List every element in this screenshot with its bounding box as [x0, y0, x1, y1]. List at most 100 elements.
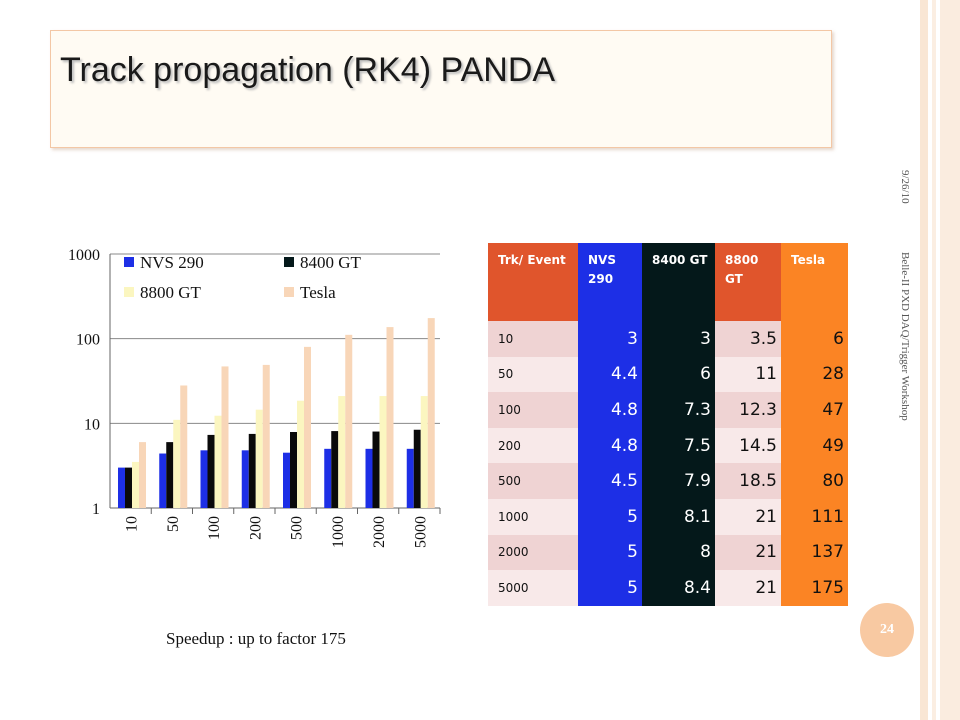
x-tick-label: 100: [206, 516, 223, 540]
table-cell: 21: [715, 498, 781, 535]
legend-label: NVS 290: [140, 253, 204, 272]
bar-8400-gt: [166, 442, 174, 508]
bar-8800-gt: [255, 409, 263, 508]
page-number: 24: [860, 603, 914, 657]
bar-8400-gt: [248, 433, 256, 508]
speedup-chart: 1 10 100 1000 10 50 100 200 500 1000 2000 5000 NVS 2…: [68, 247, 441, 548]
bar-tesla: [221, 366, 229, 508]
bar-nvs-290: [406, 448, 414, 508]
bar-8800-gt: [297, 400, 304, 508]
table-cell: 50: [488, 356, 578, 393]
table-cell: 28: [781, 356, 848, 393]
bar-nvs-290: [118, 467, 125, 508]
x-tick-label: 200: [247, 516, 264, 540]
speedup-table: Trk/ Event NVS 290 8400 GT 8800 GT Tesla…: [488, 243, 848, 606]
header-nvs290: NVS 290: [578, 243, 642, 321]
table-cell: 2000: [488, 534, 578, 571]
bar-nvs-290: [200, 450, 208, 508]
table-row: 1000 5 8.1 21 111: [488, 498, 848, 535]
table-cell: 100: [488, 392, 578, 428]
table-cell: 4.8: [578, 392, 642, 428]
table-cell: 18.5: [715, 463, 781, 499]
table-row: 200 4.8 7.5 14.5 49: [488, 427, 848, 464]
decor-stripe: [920, 0, 928, 720]
table-cell: 200: [488, 427, 578, 464]
y-tick-label: 1000: [68, 247, 100, 264]
bar-8800-gt: [379, 396, 387, 508]
table-row: 10 3 3 3.5 6: [488, 321, 848, 357]
slide-footer: Belle-II PXD DAQ/Trigger Workshop: [899, 252, 911, 421]
bar-8800-gt: [132, 461, 139, 508]
table-row: 500 4.5 7.9 18.5 80: [488, 463, 848, 499]
table-cell: 4.4: [578, 356, 642, 393]
bar-8400-gt: [413, 429, 421, 508]
legend-label: 8400 GT: [300, 253, 362, 272]
bar-nvs-290: [283, 452, 290, 508]
bar-tesla: [345, 334, 353, 508]
table-cell: 5: [578, 534, 642, 571]
table-cell: 49: [781, 427, 848, 464]
decor-stripe: [932, 0, 936, 720]
bar-tesla: [180, 385, 188, 508]
decor-stripe: [940, 0, 960, 720]
table-cell: 21: [715, 534, 781, 571]
legend-label: Tesla: [300, 283, 336, 302]
bar-tesla: [304, 346, 311, 508]
bar-8400-gt: [372, 431, 380, 508]
bar-nvs-290: [159, 453, 167, 508]
table-cell: 5: [578, 570, 642, 606]
table-header-row: Trk/ Event NVS 290 8400 GT 8800 GT Tesla: [488, 243, 848, 321]
bar-tesla: [262, 364, 270, 508]
bar-tesla: [427, 318, 435, 508]
table-cell: 3: [578, 321, 642, 357]
header-8400gt: 8400 GT: [642, 243, 715, 321]
slide-title: Track propagation (RK4) PANDA: [60, 51, 556, 89]
bar-nvs-290: [241, 450, 249, 508]
bar-8400-gt: [125, 467, 132, 508]
x-tick-label: 1000: [330, 516, 347, 548]
header-tesla: Tesla: [781, 243, 848, 321]
table-cell: 80: [781, 463, 848, 499]
table-cell: 8: [642, 534, 715, 571]
slide-date: 9/26/10: [899, 170, 911, 204]
table-row: 2000 5 8 21 137: [488, 534, 848, 571]
table-cell: 21: [715, 570, 781, 606]
table-cell: 4.8: [578, 427, 642, 464]
bar-8800-gt: [173, 419, 181, 508]
table-cell: 500: [488, 463, 578, 499]
bar-tesla: [386, 327, 394, 508]
table-row: 5000 5 8.4 21 175: [488, 570, 848, 606]
table-cell: 5: [578, 498, 642, 535]
table-cell: 3: [642, 321, 715, 357]
bar-8400-gt: [290, 432, 297, 508]
table-cell: 12.3: [715, 392, 781, 428]
legend-swatch: [124, 287, 134, 297]
legend-swatch: [284, 287, 294, 297]
bar-8800-gt: [214, 415, 222, 508]
table-cell: 7.5: [642, 427, 715, 464]
x-tick-label: 500: [289, 516, 306, 540]
table-cell: 137: [781, 534, 848, 571]
table-cell: 5000: [488, 570, 578, 606]
y-tick-label: 1: [92, 501, 100, 518]
table-cell: 175: [781, 570, 848, 606]
header-trk-event: Trk/ Event: [488, 243, 578, 321]
table-cell: 111: [781, 498, 848, 535]
legend-swatch: [284, 257, 294, 267]
table-cell: 8.1: [642, 498, 715, 535]
table-cell: 7.9: [642, 463, 715, 499]
x-tick-label: 2000: [371, 516, 388, 548]
speedup-caption: Speedup : up to factor 175: [166, 629, 346, 648]
bar-8400-gt: [331, 431, 339, 508]
table-cell: 47: [781, 392, 848, 428]
table-row: 50 4.4 6 11 28: [488, 356, 848, 393]
table-cell: 8.4: [642, 570, 715, 606]
table-cell: 14.5: [715, 427, 781, 464]
table-cell: 3.5: [715, 321, 781, 357]
title-box: Track propagation (RK4) PANDA: [50, 30, 832, 148]
bar-nvs-290: [365, 448, 373, 508]
header-8800gt: 8800 GT: [715, 243, 781, 321]
x-tick-label: 50: [165, 516, 182, 532]
legend-swatch: [124, 257, 134, 267]
x-tick-label: 10: [124, 516, 141, 532]
